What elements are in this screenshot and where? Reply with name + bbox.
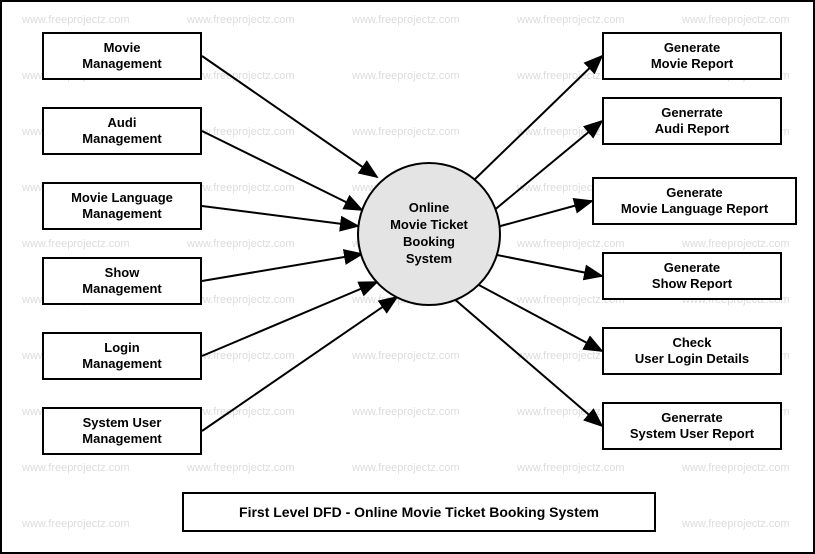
watermark: www.freeprojectz.com [187, 350, 295, 362]
left-box-5: System UserManagement [42, 407, 202, 455]
watermark: www.freeprojectz.com [517, 14, 625, 26]
center-label: OnlineMovie TicketBookingSystem [390, 200, 468, 268]
watermark: www.freeprojectz.com [187, 126, 295, 138]
watermark: www.freeprojectz.com [352, 462, 460, 474]
center-process: OnlineMovie TicketBookingSystem [357, 162, 501, 306]
watermark: www.freeprojectz.com [352, 350, 460, 362]
watermark: www.freeprojectz.com [682, 462, 790, 474]
watermark: www.freeprojectz.com [187, 238, 295, 250]
watermark: www.freeprojectz.com [682, 518, 790, 530]
watermark: www.freeprojectz.com [352, 406, 460, 418]
watermark: www.freeprojectz.com [187, 294, 295, 306]
right-box-4: CheckUser Login Details [602, 327, 782, 375]
watermark: www.freeprojectz.com [517, 462, 625, 474]
right-box-0: GenerateMovie Report [602, 32, 782, 80]
watermark: www.freeprojectz.com [352, 70, 460, 82]
watermark: www.freeprojectz.com [682, 14, 790, 26]
watermark: www.freeprojectz.com [22, 518, 130, 530]
watermark: www.freeprojectz.com [187, 14, 295, 26]
left-box-1: AudiManagement [42, 107, 202, 155]
right-box-5: GenerrateSystem User Report [602, 402, 782, 450]
right-box-2: GenerateMovie Language Report [592, 177, 797, 225]
watermark: www.freeprojectz.com [517, 238, 625, 250]
left-box-3: ShowManagement [42, 257, 202, 305]
title-box: First Level DFD - Online Movie Ticket Bo… [182, 492, 656, 532]
watermark: www.freeprojectz.com [22, 14, 130, 26]
left-box-2: Movie LanguageManagement [42, 182, 202, 230]
watermark: www.freeprojectz.com [352, 14, 460, 26]
watermark: www.freeprojectz.com [187, 406, 295, 418]
watermark: www.freeprojectz.com [187, 462, 295, 474]
diagram-canvas: www.freeprojectz.com www.freeprojectz.com… [0, 0, 815, 554]
left-box-4: LoginManagement [42, 332, 202, 380]
title-label: First Level DFD - Online Movie Ticket Bo… [239, 504, 599, 520]
right-box-3: GenerateShow Report [602, 252, 782, 300]
right-box-1: GenerrateAudi Report [602, 97, 782, 145]
watermark: www.freeprojectz.com [22, 462, 130, 474]
watermark: www.freeprojectz.com [682, 238, 790, 250]
watermark: www.freeprojectz.com [22, 238, 130, 250]
watermark: www.freeprojectz.com [187, 182, 295, 194]
watermark: www.freeprojectz.com [187, 70, 295, 82]
watermark: www.freeprojectz.com [352, 126, 460, 138]
left-box-0: MovieManagement [42, 32, 202, 80]
